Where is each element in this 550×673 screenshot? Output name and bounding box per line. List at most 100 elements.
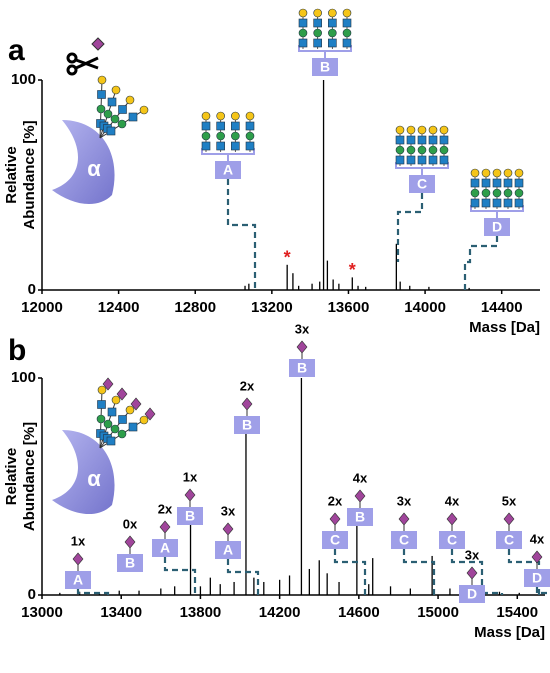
glycan-box xyxy=(117,554,143,572)
protein-label: α xyxy=(87,156,101,181)
glycan-square xyxy=(118,105,127,114)
glycan-square xyxy=(492,178,502,188)
glycan-square xyxy=(97,90,106,99)
glycan-diamond xyxy=(241,397,253,411)
glycan-circle xyxy=(313,8,322,18)
glycan-circle xyxy=(328,8,337,18)
glycan-diamond xyxy=(503,512,515,526)
glycan-square xyxy=(231,141,240,151)
leader-line xyxy=(163,557,197,595)
x-tick-label: 13800 xyxy=(180,604,222,621)
glycan-square xyxy=(395,135,405,145)
y-axis-label: Abundance [%] xyxy=(21,422,38,531)
y-axis-label: Relative xyxy=(3,448,20,506)
glycan-square xyxy=(106,436,116,446)
glycan-square xyxy=(470,198,480,208)
glycan-circle xyxy=(481,168,491,178)
x-tick-label: 15000 xyxy=(417,604,459,621)
x-tick-label: 12000 xyxy=(21,299,63,316)
sialic-count: 1x xyxy=(183,469,198,484)
annotation: * xyxy=(349,260,356,280)
glycan-circle xyxy=(514,188,524,198)
x-tick-label: 12800 xyxy=(174,299,216,316)
glycan-square xyxy=(514,178,524,188)
y-tick-label: 100 xyxy=(11,71,36,88)
glycan-circle xyxy=(117,119,127,129)
glycan-square xyxy=(428,135,438,145)
glycan-circle xyxy=(216,131,225,141)
glycan-square xyxy=(492,198,502,208)
x-tick-label: 13600 xyxy=(328,299,370,316)
glycan-letter: D xyxy=(532,570,542,586)
x-tick-label: 13000 xyxy=(21,604,63,621)
glycan-circle xyxy=(139,105,149,115)
glycan-box xyxy=(289,359,315,377)
glycan-circle xyxy=(245,131,255,141)
glycan-diamond xyxy=(222,522,234,536)
glycan-square xyxy=(395,155,405,165)
glycan-circle xyxy=(514,168,524,178)
glycan-box xyxy=(177,507,203,525)
glycan-circle xyxy=(406,145,416,155)
y-axis-label: Relative xyxy=(3,146,20,204)
glycan-square xyxy=(481,178,491,188)
glycan-circle xyxy=(298,8,308,18)
sialic-count: 2x xyxy=(328,493,343,508)
glycan-box xyxy=(215,161,241,179)
x-axis-label: Mass [Da] xyxy=(469,319,540,336)
y-tick-label: 0 xyxy=(28,281,36,298)
glycan-circle xyxy=(111,395,121,405)
glycan-letter: C xyxy=(447,532,457,548)
glycan-square xyxy=(216,121,225,131)
glycan-diamond xyxy=(159,520,171,534)
glycan-square xyxy=(201,141,211,151)
glycan-square xyxy=(106,126,116,136)
glycan-diamond xyxy=(531,550,543,564)
glycan-square xyxy=(313,18,322,28)
glycan-letter: C xyxy=(417,176,427,192)
protein-label: α xyxy=(87,466,101,491)
glycan-square xyxy=(128,422,138,432)
glycan-diamond xyxy=(354,489,366,503)
glycan-square xyxy=(406,155,416,165)
glycan-circle xyxy=(245,111,255,121)
glycan-circle xyxy=(110,424,120,434)
glycan-box xyxy=(215,541,241,559)
sialic-count: 3x xyxy=(465,547,480,562)
sialic-count: 2x xyxy=(240,378,255,393)
glycan-letter: C xyxy=(330,532,340,548)
glycan-letter: A xyxy=(160,540,170,556)
scissors-icon xyxy=(66,37,105,76)
glycan-circle xyxy=(342,8,352,18)
glycan-circle xyxy=(313,28,322,38)
glycan-square xyxy=(417,155,427,165)
glycan-square xyxy=(481,198,491,208)
glycan-circle xyxy=(97,385,107,395)
glycan-circle xyxy=(492,168,502,178)
glycan-circle xyxy=(139,415,149,425)
glycan-box xyxy=(439,531,465,549)
annotation: * xyxy=(284,248,291,268)
sialic-count: 3x xyxy=(397,493,412,508)
glycan-square xyxy=(298,18,308,28)
glycan-square xyxy=(470,178,480,188)
protein-shape xyxy=(52,120,115,205)
glycan-circle xyxy=(481,188,491,198)
glycan-box xyxy=(409,175,435,193)
glycan-square xyxy=(328,18,337,28)
glycan-box xyxy=(234,416,260,434)
glycan-circle xyxy=(201,131,211,141)
glycan-diamond xyxy=(130,397,142,411)
x-axis-label: Mass [Da] xyxy=(474,624,545,641)
glycan-square xyxy=(107,97,117,107)
glycan-letter: B xyxy=(297,360,307,376)
glycan-circle xyxy=(231,111,240,121)
leader-line xyxy=(396,193,424,262)
glycan-diamond xyxy=(144,407,156,421)
glycan-box xyxy=(312,58,338,76)
glycan-circle xyxy=(428,125,438,135)
glycan-box xyxy=(484,218,510,236)
glycan-circle xyxy=(492,188,502,198)
